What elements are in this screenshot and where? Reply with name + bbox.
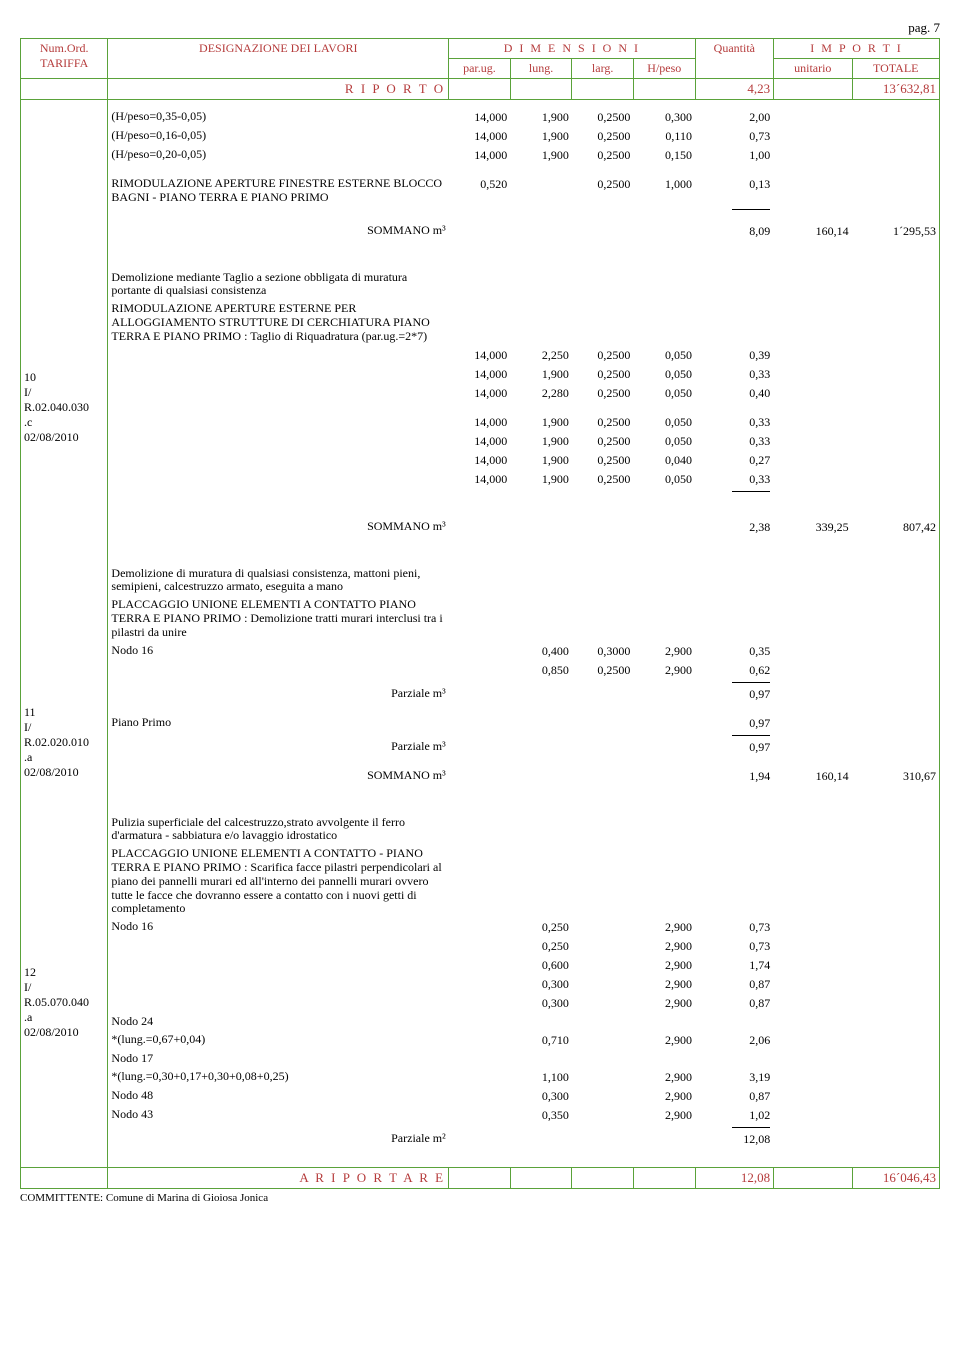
i12-parzq: 12,08 — [695, 1130, 773, 1149]
i11-somu: 160,14 — [773, 767, 851, 786]
content-inner: (H/peso=0,35-0,05)14,0001,9000,25000,300… — [108, 100, 939, 1167]
item10-date: 02/08/2010 — [24, 430, 104, 445]
item11-num: 11 — [24, 705, 104, 720]
i11r1-l: 0,850 — [510, 661, 572, 680]
b1-som-t: 1´295,53 — [852, 222, 939, 241]
item12-date: 02/08/2010 — [24, 1025, 104, 1040]
item11-title: Demolizione di muratura di qualsiasi con… — [108, 565, 448, 597]
item12-desc: PLACCAGGIO UNIONE ELEMENTI A CONTATTO - … — [108, 845, 448, 918]
b1r2-par: 0,520 — [449, 175, 511, 207]
hdr-larg: larg. — [572, 59, 634, 79]
i12-parz: Parziale m² — [108, 1130, 448, 1149]
hdr-designazione: DESIGNAZIONE DEI LAVORI — [108, 39, 449, 79]
hdr-quantita: Quantità — [695, 39, 773, 79]
item10-code3: .c — [24, 415, 104, 430]
hdr-unitario: unitario — [774, 59, 852, 79]
riporto-row: R I P O R T O 4,23 13´632,81 — [21, 79, 940, 100]
i11-parz2: Parziale m³ — [108, 738, 448, 757]
b1r2-h: 1,000 — [633, 175, 695, 207]
i11r0-la: 0,3000 — [572, 642, 634, 661]
i11-somq: 1,94 — [695, 767, 773, 786]
i10-som-q: 2,38 — [695, 518, 773, 537]
committente: COMMITTENTE: Comune di Marina di Gioiosa… — [20, 1192, 940, 1204]
i11-piano: Piano Primo — [108, 714, 448, 733]
b1-som-u: 160,14 — [773, 222, 851, 241]
riporto-qty: 4,23 — [695, 79, 773, 100]
i11r0-q: 0,35 — [695, 642, 773, 661]
i11r0-h: 2,900 — [633, 642, 695, 661]
i11r1-h: 2,900 — [633, 661, 695, 680]
i11r0-l: 0,400 — [510, 642, 572, 661]
i11-somt: 310,67 — [852, 767, 939, 786]
item12-code2: R.05.070.040 — [24, 995, 104, 1010]
hdr-hpeso: H/peso — [633, 59, 695, 79]
item10-code1: I/ — [24, 385, 104, 400]
i11r1-la: 0,2500 — [572, 661, 634, 680]
i11-parz1: Parziale m³ — [108, 685, 448, 704]
item10-title: Demolizione mediante Taglio a sezione ob… — [108, 269, 448, 301]
b1-som-q: 8,09 — [695, 222, 773, 241]
i11-som: SOMMANO m³ — [108, 767, 448, 786]
i11-parz1q: 0,97 — [695, 685, 773, 704]
item12-code1: I/ — [24, 980, 104, 995]
hdr-parug: par.ug. — [449, 59, 511, 79]
item11-desc: PLACCAGGIO UNIONE ELEMENTI A CONTATTO PI… — [108, 596, 448, 641]
i10-som-label: SOMMANO m³ — [108, 518, 448, 537]
riporto-label: R I P O R T O — [108, 79, 449, 100]
i11r1-q: 0,62 — [695, 661, 773, 680]
cost-table: Num.Ord.TARIFFA DESIGNAZIONE DEI LAVORI … — [20, 38, 940, 1189]
b1r2-larg: 0,2500 — [572, 175, 634, 207]
ariportare-label: A R I P O R T A R E — [108, 1167, 449, 1188]
i10-som-t: 807,42 — [852, 518, 939, 537]
hdr-totale: TOTALE — [852, 59, 940, 79]
block1-text2: RIMODULAZIONE APERTURE FINESTRE ESTERNE … — [108, 175, 448, 207]
item11-code2: R.02.020.010 — [24, 735, 104, 750]
table-header: Num.Ord.TARIFFA DESIGNAZIONE DEI LAVORI … — [21, 39, 940, 79]
i11-parz2q: 0,97 — [695, 738, 773, 757]
hdr-importi: I M P O R T I — [774, 39, 940, 59]
hdr-numord: Num.Ord.TARIFFA — [21, 39, 108, 79]
item10-num: 10 — [24, 370, 104, 385]
i10-som-u: 339,25 — [773, 518, 851, 537]
hdr-lung: lung. — [510, 59, 572, 79]
item12-num: 12 — [24, 965, 104, 980]
ariportare-t: 16´046,43 — [852, 1167, 940, 1188]
item11-nodo: Nodo 16 — [108, 642, 448, 661]
item10-desc: RIMODULAZIONE APERTURE ESTERNE PER ALLOG… — [108, 300, 448, 345]
hdr-dimensioni: D I M E N S I O N I — [449, 39, 696, 59]
page-number: pag. 7 — [20, 20, 940, 36]
item10-code2: R.02.040.030 — [24, 400, 104, 415]
item11-code1: I/ — [24, 720, 104, 735]
b1r2-q: 0,13 — [695, 175, 773, 207]
riporto-tot: 13´632,81 — [852, 79, 940, 100]
ariportare-row: A R I P O R T A R E 12,08 16´046,43 — [21, 1167, 940, 1188]
item11-code3: .a — [24, 750, 104, 765]
ariportare-q: 12,08 — [695, 1167, 773, 1188]
b1-som-label: SOMMANO m³ — [108, 222, 448, 241]
item11-date: 02/08/2010 — [24, 765, 104, 780]
item12-title: Pulizia superficiale del calcestruzzo,st… — [108, 814, 448, 846]
i11-pianoq: 0,97 — [695, 714, 773, 733]
item12-code3: .a — [24, 1010, 104, 1025]
